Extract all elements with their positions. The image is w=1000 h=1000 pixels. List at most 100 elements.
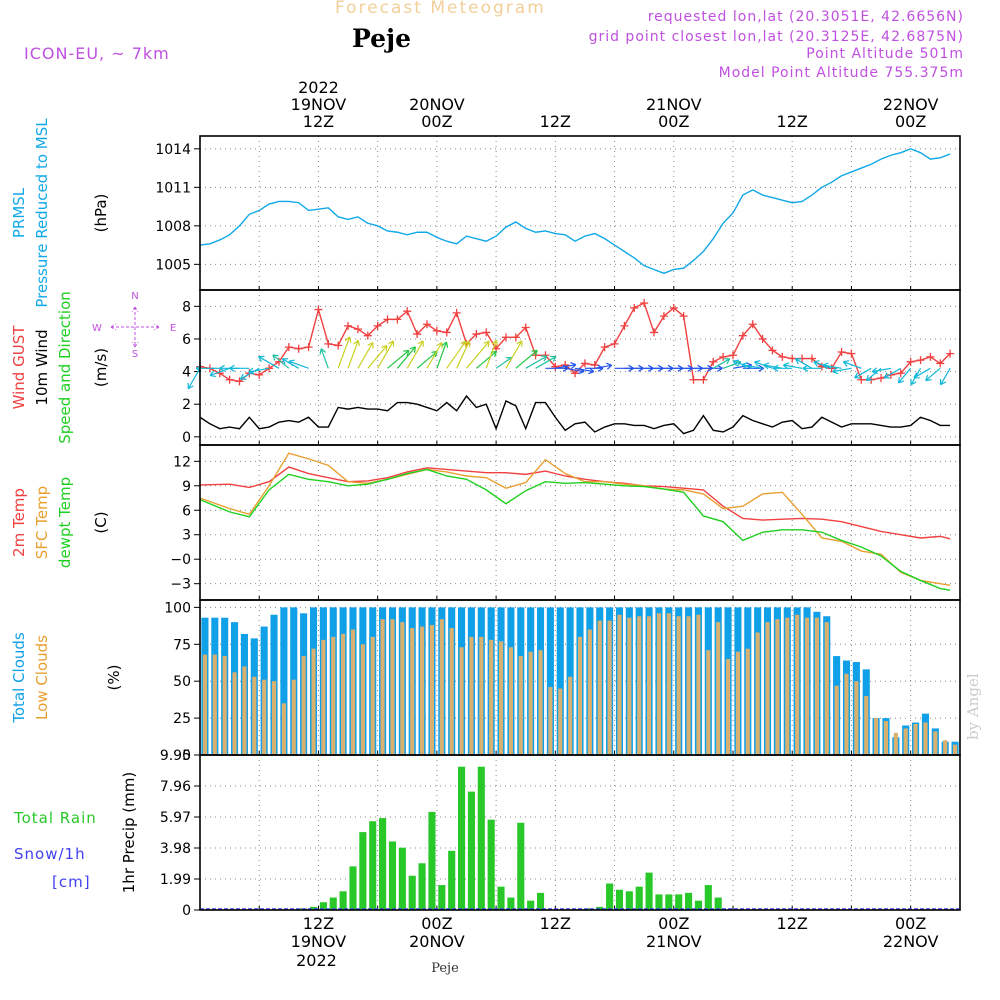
bar-low-clouds — [804, 617, 810, 755]
wind-arrow-head — [187, 382, 194, 390]
y-tick-label: 1005 — [155, 257, 191, 273]
bar-total-rain — [694, 900, 702, 910]
compass-s: S — [132, 349, 138, 360]
gust-marker — [768, 346, 777, 355]
wind-arrow-head — [732, 359, 740, 367]
bar-total-rain — [645, 872, 653, 910]
y-tick-label: 0 — [182, 430, 191, 446]
gust-marker — [650, 328, 659, 337]
top-axis-date: 21NOV — [646, 95, 702, 114]
bar-low-clouds — [528, 651, 533, 755]
wind-arrow-head — [794, 358, 802, 365]
gust-marker — [748, 320, 757, 329]
wind-arrow-head — [388, 340, 395, 347]
y-axis-label: Wind GUST — [10, 325, 28, 410]
bar-low-clouds — [242, 666, 247, 755]
bar-low-clouds — [814, 617, 819, 755]
bar-low-clouds — [479, 636, 484, 755]
unit-label: (hPa) — [92, 194, 110, 233]
wind-arrow-head — [871, 367, 878, 375]
wind-arrow — [320, 348, 329, 369]
top-axis-time: 12Z — [777, 112, 808, 131]
gust-marker — [284, 343, 293, 352]
bar-total-rain — [714, 897, 722, 910]
bar-low-clouds — [202, 654, 208, 755]
bar-total-rain — [615, 889, 624, 910]
wind-arrow-head — [822, 362, 829, 370]
bar-low-clouds — [489, 639, 494, 755]
wind-arrow-head — [381, 344, 388, 352]
y-tick-label: 6 — [182, 332, 191, 348]
bottom-axis-date: 22NOV — [883, 932, 939, 951]
bar-low-clouds — [755, 632, 760, 755]
bar-low-clouds — [400, 622, 405, 755]
bar-low-clouds — [785, 617, 790, 755]
gust-marker — [413, 330, 422, 339]
gust-marker — [886, 370, 895, 379]
bar-total-rain — [319, 902, 327, 910]
panel-wind: 0 2 4 6 8 Wind GUST 10m Wind Speed and Directio… — [10, 289, 961, 446]
bar-low-clouds — [617, 614, 622, 755]
gust-marker — [551, 362, 560, 371]
gust-marker — [521, 323, 530, 332]
unit-label: (m/s) — [92, 348, 110, 387]
y-tick-label: 12 — [173, 454, 191, 470]
wind-arrow — [913, 367, 931, 379]
bar-low-clouds — [607, 620, 612, 755]
bar-total-rain — [685, 892, 693, 910]
wind-arrow-head — [516, 340, 523, 347]
wind-arrow-head — [842, 360, 850, 367]
wind-arrow-head — [782, 362, 790, 370]
unit-label: (C) — [92, 511, 110, 533]
y-axis-label: dewpt Temp — [56, 477, 74, 568]
bar-total-rain — [418, 863, 426, 910]
wind-arrow — [565, 367, 585, 373]
wind-arrow — [446, 340, 467, 369]
wind-arrow — [854, 367, 872, 379]
bar-low-clouds — [341, 633, 346, 755]
gust-marker — [788, 354, 797, 363]
y-tick-label: 8 — [182, 299, 191, 315]
wind-arrow — [209, 367, 230, 376]
y-axis-label: 1hr Precip (mm) — [120, 772, 138, 893]
y-axis-label: Speed and Direction — [56, 291, 74, 444]
y-tick-label: 2 — [182, 397, 191, 413]
series-line-sfc-temp — [199, 452, 951, 587]
bottom-axis-date: 21NOV — [646, 932, 702, 951]
bar-total-rain — [467, 791, 475, 910]
y-axis-label: SFC Temp — [33, 486, 51, 559]
bar-total-rain — [517, 822, 525, 910]
wind-arrow — [475, 351, 497, 369]
bar-low-clouds — [311, 648, 316, 755]
top-axis-time: 00Z — [421, 112, 452, 131]
bar-total-rain — [665, 894, 673, 910]
gust-marker — [778, 352, 787, 361]
gust-marker — [857, 375, 866, 384]
bar-total-rain — [408, 875, 416, 910]
bar-low-clouds — [824, 622, 829, 755]
bar-low-clouds — [716, 622, 721, 755]
panel-clouds: 0 25 50 75 100 Total Clouds Low Clouds (%) — [10, 599, 961, 764]
wind-arrow-head — [209, 370, 216, 378]
panel-frame — [199, 754, 961, 911]
wind-arrow — [555, 364, 576, 369]
bottom-axis-time: 00Z — [895, 914, 926, 933]
wind-arrow — [495, 356, 513, 369]
wind-arrow — [925, 367, 941, 381]
gust-marker — [640, 299, 649, 308]
gust-marker — [758, 334, 767, 343]
y-tick-label: 7.96 — [160, 779, 191, 795]
bar-low-clouds — [637, 616, 642, 755]
y-axis-label: PRMSL — [10, 187, 28, 238]
wind-arrow-head — [288, 359, 295, 367]
chart-title: Forecast Meteogram — [335, 0, 546, 18]
y-tick-label: 50 — [173, 674, 191, 690]
top-axis-time: 00Z — [658, 112, 689, 131]
gust-marker — [304, 343, 313, 352]
y-axis-label: Low Clouds — [33, 635, 51, 720]
bar-total-rain — [379, 818, 387, 910]
wind-arrow-head — [219, 364, 225, 372]
bar-low-clouds — [360, 644, 365, 755]
y-axis-label: Pressure Reduced to MSL — [33, 118, 51, 308]
bar-low-clouds — [331, 636, 336, 755]
